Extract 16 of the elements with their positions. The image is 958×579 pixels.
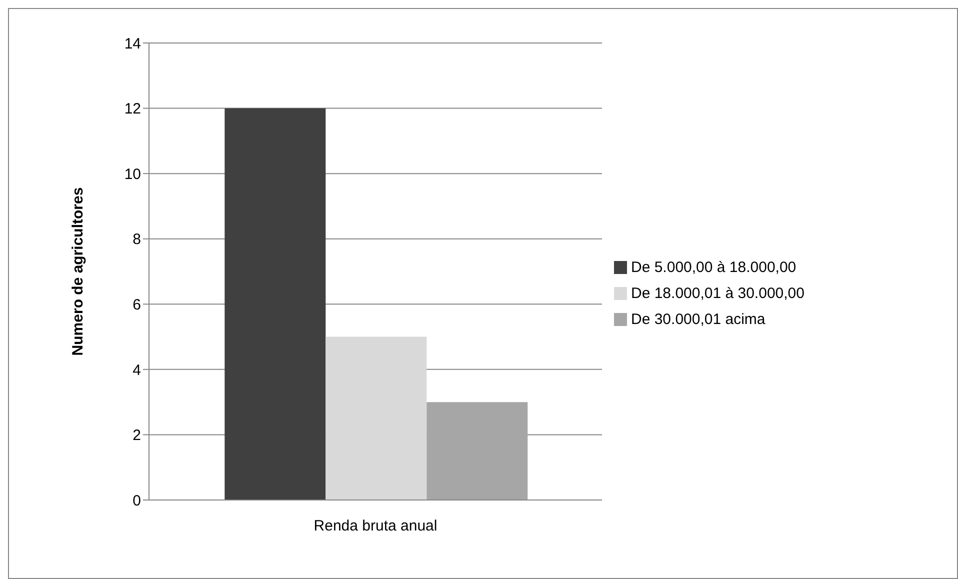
bar [224,108,326,500]
y-tick-label: 6 [132,296,141,314]
bar [426,402,528,500]
y-tick-label: 4 [132,362,141,379]
y-tick-label: 0 [132,492,141,510]
y-tick-label: 2 [132,427,141,444]
y-tick-label: 10 [124,166,141,183]
x-tick-label: Renda bruta anual [314,518,438,535]
legend-label: De 5.000,00 à 18.000,00 [631,258,796,276]
y-tick-label: 14 [124,35,141,52]
legend-label: De 18.000,01 à 30.000,00 [631,284,804,302]
bar [326,336,427,500]
y-tick-label: 12 [124,100,141,118]
legend-label: De 30.000,01 acima [631,310,766,328]
y-axis-title: Numero de agricultores [69,187,86,356]
y-tick-label: 8 [132,231,141,248]
